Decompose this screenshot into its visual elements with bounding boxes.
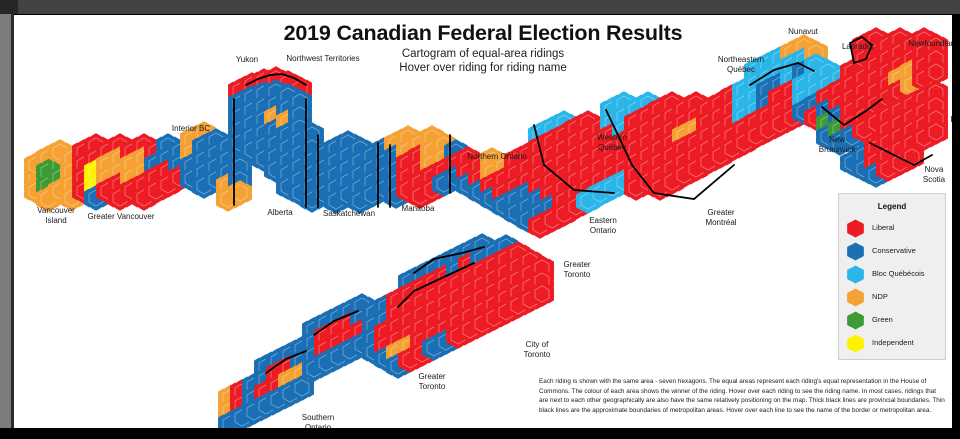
page-subtitle-line1: Cartogram of equal-area ridings [401,48,565,60]
cartogram-map[interactable] [14,15,952,428]
riding-cell[interactable] [278,381,302,407]
riding-cell[interactable] [494,299,518,325]
region-label-newfoundland: Newfoundland [908,39,952,48]
hex-cluster-icon [845,218,866,239]
window-top-bar [0,0,960,14]
region-label-nunavut: Nunavut [788,27,818,36]
footnote-text: Each riding is shown with the same area … [539,378,945,414]
window-corner-accent [0,0,18,14]
window-bottom-bar [0,428,960,439]
region-label-pei: PEI [951,115,952,125]
riding-cell[interactable] [290,375,314,401]
riding-cell[interactable] [266,387,290,413]
provincial-boundary[interactable] [265,350,307,374]
region-label-nova-scotia: Nova Scotia [922,165,946,184]
legend-item-label: Green [872,315,893,324]
hex-cluster-icon [845,241,866,262]
provincial-boundary[interactable] [821,98,883,127]
legend-item-ndp[interactable]: NDP [845,287,945,308]
riding-cell[interactable] [924,106,948,132]
hex-cluster-icon [845,264,866,285]
riding-cell[interactable] [864,162,888,188]
region-label-vancouver-island: Vancouver Island [37,206,75,225]
provincial-boundary[interactable] [533,124,615,194]
legend-item-label: NDP [872,292,888,301]
region-label-western-quebec: Western Québec [597,133,627,152]
riding-cell[interactable] [924,59,948,85]
legend-item-conservative[interactable]: Conservative [845,241,945,262]
region-label-greater-montreal: Greater Montréal [705,208,737,227]
region-label-greater-toronto-south: Greater Toronto [418,372,446,391]
riding-cell[interactable] [384,183,408,209]
legend-item-label: Liberal [872,223,895,232]
region-label-saskatchewan: Saskatchewan [322,209,376,218]
legend-panel: Legend Liberal Conservative Bloc Québécois… [838,193,946,360]
region-label-northeastern-quebec: Northeastern Québec [717,55,765,74]
legend-item-liberal[interactable]: Liberal [845,218,945,239]
provincial-boundary[interactable] [848,35,874,65]
hex-cluster-icon [845,287,866,308]
region-label-interior-bc: Interior BC [171,124,211,133]
legend-item-green[interactable]: Green [845,310,945,331]
provincial-boundary[interactable] [869,142,933,167]
right-edge-strip [952,14,960,428]
riding-cell[interactable] [924,119,948,145]
provincial-boundary[interactable] [397,262,475,308]
region-label-northwest-territories: Northwest Territories [286,54,360,63]
hex-cluster-icon [845,333,866,354]
left-scroll-strip[interactable] [0,14,11,428]
region-label-manitoba: Manitoba [401,204,435,213]
region-label-southern-ontario: Southern Ontario [301,413,335,428]
provincial-boundary[interactable] [313,310,359,336]
legend-item-label: Conservative [872,246,916,255]
page-title: 2019 Canadian Federal Election Results [283,21,683,45]
provincial-boundary[interactable] [245,73,307,86]
legend-item-label: Bloc Québécois [872,269,925,278]
page-subtitle-line2: Hover over riding for riding name [399,62,567,74]
provincial-boundary[interactable] [605,109,735,200]
region-label-labrador: Labrador [841,42,875,51]
provincial-boundary[interactable] [749,62,815,86]
region-label-new-brunswick: New Brunswick [818,135,856,154]
region-label-greater-toronto-north: Greater Toronto [563,260,591,279]
legend-item-bloc-qu-b-cois[interactable]: Bloc Québécois [845,264,945,285]
region-label-greater-vancouver: Greater Vancouver [87,212,155,221]
legend-item-label: Independent [872,338,914,347]
cartogram-canvas: 2019 Canadian Federal Election Results C… [14,15,952,428]
region-label-city-of-toronto: City of Toronto [523,340,551,359]
riding-cell[interactable] [530,281,554,307]
riding-cell[interactable] [228,180,252,206]
legend-item-independent[interactable]: Independent [845,333,945,354]
region-label-yukon: Yukon [235,55,259,64]
provincial-boundary[interactable] [413,246,485,274]
hex-cluster-icon [845,310,866,331]
region-label-northern-ontario: Northern Ontario [467,152,527,161]
legend-title: Legend [877,202,907,211]
region-label-alberta: Alberta [267,208,293,217]
region-label-eastern-ontario: Eastern Ontario [589,216,617,235]
left-edge-divider [11,14,14,428]
riding-cell[interactable] [900,144,924,170]
